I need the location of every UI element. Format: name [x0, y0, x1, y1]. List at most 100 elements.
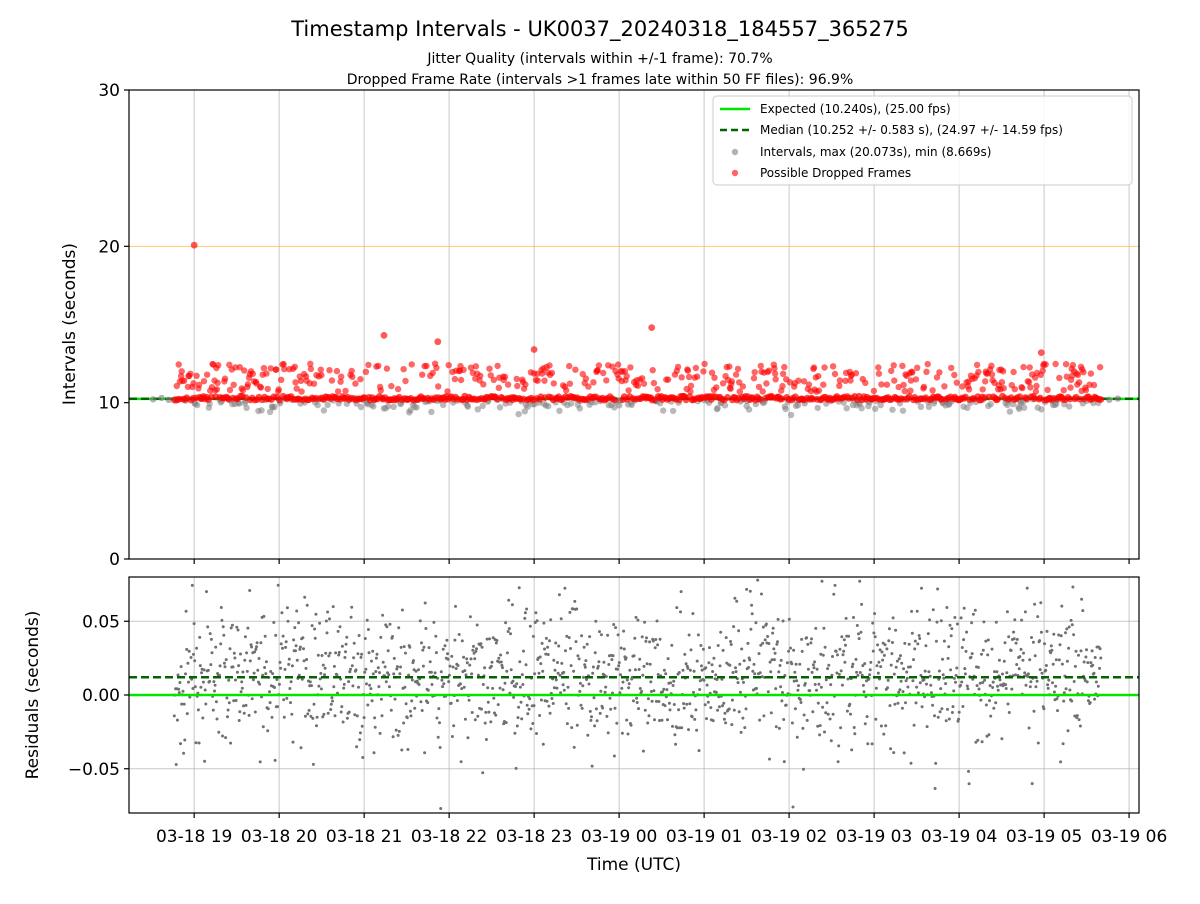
- residual-point: [604, 685, 608, 689]
- residual-point: [1039, 601, 1043, 605]
- residual-point: [1003, 641, 1007, 645]
- dropped-frame-point: [333, 367, 341, 375]
- residual-point: [423, 601, 427, 605]
- residual-point: [967, 782, 971, 786]
- residual-point: [1085, 648, 1088, 652]
- residual-point: [771, 631, 775, 635]
- residual-point: [656, 643, 660, 647]
- residual-point: [766, 635, 770, 638]
- residual-point: [507, 627, 511, 631]
- residual-point: [729, 643, 733, 646]
- dropped-frame-point: [572, 366, 579, 373]
- residual-point: [209, 663, 213, 667]
- residual-point: [747, 666, 750, 669]
- dropped-frame-point: [988, 371, 996, 378]
- interval-point: [877, 401, 884, 409]
- residual-point: [250, 645, 254, 649]
- residual-point: [823, 645, 827, 649]
- residual-point: [645, 662, 649, 666]
- interval-point: [889, 406, 896, 413]
- residual-point: [776, 640, 779, 644]
- residual-point: [826, 712, 830, 716]
- residual-point: [980, 652, 983, 656]
- residual-point: [874, 717, 878, 721]
- residual-point: [483, 666, 487, 670]
- residual-point: [608, 696, 612, 700]
- residual-point: [349, 615, 353, 619]
- residual-point: [268, 701, 272, 705]
- residual-point: [757, 652, 761, 656]
- residual-point: [201, 716, 205, 720]
- interval-point: [413, 404, 420, 411]
- residual-point: [1062, 699, 1066, 703]
- dropped-frame-point: [998, 379, 1006, 386]
- residual-point: [264, 672, 268, 676]
- residual-point: [1052, 690, 1056, 694]
- dropped-frame-point: [291, 363, 298, 370]
- residual-point: [1049, 651, 1053, 655]
- dropped-frame-point: [402, 377, 409, 385]
- residual-point: [606, 633, 610, 637]
- residual-point: [342, 686, 346, 690]
- residual-point: [219, 606, 223, 609]
- residual-point: [822, 626, 826, 630]
- residual-point: [381, 613, 385, 617]
- legend-median-label: Median (10.252 +/- 0.583 s), (24.97 +/- …: [760, 123, 1063, 137]
- residual-point: [951, 705, 955, 709]
- dropped-frame-point: [664, 376, 672, 383]
- residual-point: [620, 731, 624, 735]
- residual-point: [812, 666, 816, 670]
- residual-point: [729, 640, 733, 643]
- residual-point: [861, 664, 865, 668]
- residual-point: [464, 673, 468, 677]
- residual-point: [633, 636, 637, 640]
- dropped-frame-point: [779, 370, 787, 377]
- dropped-frame-point: [566, 380, 574, 387]
- residual-point: [1023, 671, 1027, 675]
- residual-point: [218, 664, 222, 668]
- residual-point: [769, 711, 773, 715]
- residual-point: [332, 685, 336, 689]
- residual-point: [974, 740, 978, 744]
- x-tick-label: 03-19 06: [1091, 827, 1167, 847]
- residual-point: [626, 732, 630, 736]
- residual-point: [324, 619, 328, 623]
- residual-point: [441, 685, 445, 689]
- residual-point: [557, 593, 561, 597]
- residual-point: [335, 673, 339, 677]
- residual-point: [803, 682, 807, 685]
- residual-point: [991, 680, 995, 684]
- dropped-frame-point: [891, 377, 898, 384]
- residual-point: [662, 668, 666, 672]
- dropped-frame-point: [175, 361, 182, 368]
- residual-point: [900, 661, 904, 665]
- dropped-frame-point: [726, 363, 733, 370]
- residual-point: [316, 653, 320, 657]
- residual-point: [957, 710, 961, 714]
- residual-point: [855, 670, 859, 674]
- residual-point: [1000, 737, 1004, 741]
- residual-point: [912, 723, 916, 727]
- residual-point: [277, 682, 281, 686]
- dropped-frame-point: [603, 377, 610, 384]
- residual-point: [541, 742, 545, 746]
- residual-point: [407, 673, 411, 677]
- residual-point: [739, 730, 743, 734]
- residual-point: [805, 636, 809, 640]
- residual-point: [648, 640, 652, 644]
- residual-point: [922, 678, 926, 682]
- dropped-frame-point: [649, 367, 656, 374]
- residual-point: [201, 680, 205, 684]
- dropped-frame-point: [708, 369, 716, 376]
- residual-point: [471, 648, 475, 652]
- dropped-frame-point: [979, 386, 986, 393]
- residual-point: [894, 628, 898, 632]
- interval-point: [370, 403, 377, 410]
- residual-point: [905, 670, 909, 674]
- residual-point: [888, 704, 892, 708]
- residual-point: [535, 732, 538, 735]
- residual-point: [911, 679, 915, 683]
- residual-point: [393, 697, 397, 701]
- residual-point: [876, 671, 880, 675]
- residual-point: [637, 668, 641, 671]
